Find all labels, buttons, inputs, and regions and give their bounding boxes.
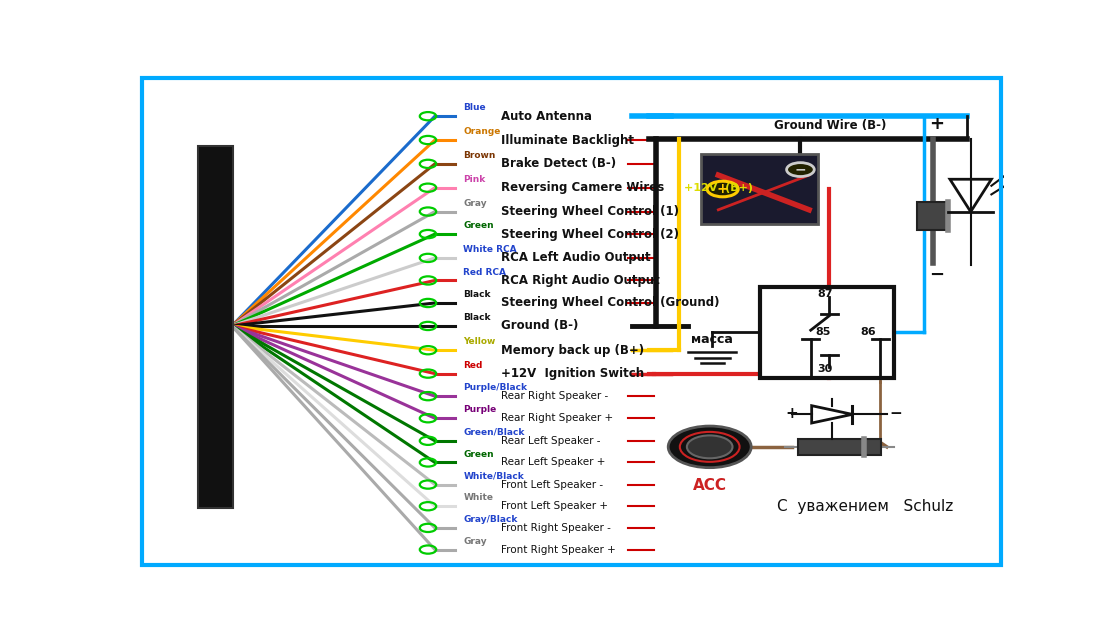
Text: Front Left Speaker +: Front Left Speaker + xyxy=(501,501,608,511)
Text: Blue: Blue xyxy=(464,103,486,113)
FancyBboxPatch shape xyxy=(759,286,894,378)
Text: +: + xyxy=(717,182,728,196)
Text: Gray/Black: Gray/Black xyxy=(464,515,517,524)
Text: Brown: Brown xyxy=(464,151,496,160)
Text: +: + xyxy=(785,406,798,421)
Text: Purple/Black: Purple/Black xyxy=(464,384,527,392)
Text: White: White xyxy=(464,494,494,502)
Text: Pink: Pink xyxy=(464,175,486,184)
Text: +12V  (B+): +12V (B+) xyxy=(683,183,753,193)
Text: Orange: Orange xyxy=(464,127,501,136)
Text: Front Right Speaker +: Front Right Speaker + xyxy=(501,544,615,555)
Circle shape xyxy=(668,426,752,467)
Text: Ground (B-): Ground (B-) xyxy=(501,319,578,333)
Text: 87: 87 xyxy=(817,289,833,299)
Circle shape xyxy=(786,163,814,177)
Text: Rear Left Speaker +: Rear Left Speaker + xyxy=(501,457,605,467)
FancyBboxPatch shape xyxy=(198,146,233,508)
Text: Front Left Speaker -: Front Left Speaker - xyxy=(501,480,603,490)
Circle shape xyxy=(707,181,738,197)
Text: Yellow: Yellow xyxy=(464,337,496,347)
Text: масса: масса xyxy=(691,333,734,345)
Text: White RCA: White RCA xyxy=(464,245,517,254)
Text: 30: 30 xyxy=(817,364,833,374)
Text: Red RCA: Red RCA xyxy=(464,268,506,277)
Text: Green/Black: Green/Black xyxy=(464,428,525,437)
Text: RCA Right Audio Output: RCA Right Audio Output xyxy=(501,274,659,287)
Text: Red: Red xyxy=(464,361,483,370)
Text: 85: 85 xyxy=(815,328,831,338)
Text: Steering Wheel Control (2): Steering Wheel Control (2) xyxy=(501,228,679,240)
Text: Black: Black xyxy=(464,290,491,299)
Text: Ground Wire (B-): Ground Wire (B-) xyxy=(775,119,886,132)
Text: Black: Black xyxy=(464,313,491,322)
FancyBboxPatch shape xyxy=(917,202,948,230)
Text: +12V  Ignition Switch: +12V Ignition Switch xyxy=(501,367,643,380)
Text: Rear Right Speaker -: Rear Right Speaker - xyxy=(501,391,608,401)
Text: Steering Wheel Control (Ground): Steering Wheel Control (Ground) xyxy=(501,296,719,310)
FancyBboxPatch shape xyxy=(798,439,881,455)
Text: Steering Wheel Control (1): Steering Wheel Control (1) xyxy=(501,205,679,218)
Text: −: − xyxy=(889,406,902,421)
Text: Gray: Gray xyxy=(464,198,487,207)
Text: Front Right Speaker -: Front Right Speaker - xyxy=(501,523,610,533)
Text: 86: 86 xyxy=(861,328,876,338)
Text: Illuminate Backlight: Illuminate Backlight xyxy=(501,134,633,146)
Text: Green: Green xyxy=(464,450,494,459)
Text: Reversing Camere Wires: Reversing Camere Wires xyxy=(501,181,663,194)
Text: Memory back up (B+): Memory back up (B+) xyxy=(501,343,643,357)
Text: ACC: ACC xyxy=(692,478,727,494)
Text: Rear Left Speaker -: Rear Left Speaker - xyxy=(501,436,600,446)
Text: Purple: Purple xyxy=(464,405,496,415)
Text: White/Black: White/Black xyxy=(464,472,524,481)
Text: C  уважением   Schulz: C уважением Schulz xyxy=(777,499,953,514)
Text: −: − xyxy=(930,266,944,284)
Text: Green: Green xyxy=(464,221,494,230)
Text: −: − xyxy=(795,163,806,177)
Text: RCA Left Audio Output: RCA Left Audio Output xyxy=(501,251,650,265)
Text: Rear Right Speaker +: Rear Right Speaker + xyxy=(501,413,613,423)
Text: +: + xyxy=(930,114,944,133)
FancyBboxPatch shape xyxy=(701,155,817,224)
Text: Auto Antenna: Auto Antenna xyxy=(501,109,592,123)
Circle shape xyxy=(687,436,733,459)
Text: Brake Detect (B-): Brake Detect (B-) xyxy=(501,157,615,170)
Text: Gray: Gray xyxy=(464,537,487,546)
